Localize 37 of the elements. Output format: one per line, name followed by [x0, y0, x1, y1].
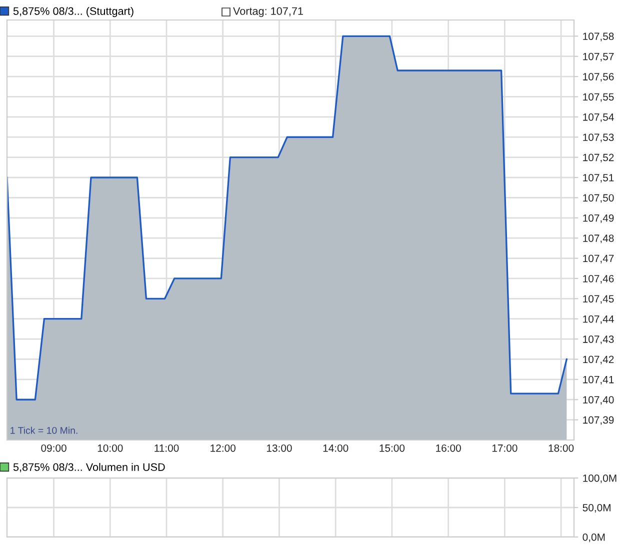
y-tick-label: 50,0M: [582, 504, 610, 513]
y-tick-label: 107,58: [583, 32, 614, 42]
y-tick-label: 107,43: [583, 336, 614, 344]
y-tick-label: 107,44: [583, 315, 614, 324]
y-tick-label: 107,39: [583, 416, 614, 425]
x-tick-label: 15:00: [380, 444, 405, 452]
x-tick-label: 13:00: [266, 444, 292, 452]
text: Vortag: 107,71: [233, 7, 303, 18]
y-tick-label: 107,55: [583, 93, 614, 102]
x-tick-label: 18:00: [548, 444, 574, 452]
x-tick-label: 10:00: [98, 444, 123, 452]
annotation: 1 Tick = 10 Min.: [10, 426, 78, 434]
x-tick-label: 17:00: [492, 444, 518, 452]
x-tick-label: 14:00: [323, 444, 348, 452]
y-tick-label: 107,40: [583, 396, 614, 405]
y-tick-label: 0,0M: [582, 534, 605, 542]
x-tick-label: 11:00: [154, 444, 179, 452]
y-tick-label: 107,53: [583, 134, 614, 142]
y-tick-label: 107,57: [583, 52, 614, 62]
x-tick-label: 16:00: [436, 444, 461, 452]
y-tick-label: 107,56: [583, 73, 614, 82]
y-tick-label: 107,52: [583, 154, 614, 162]
y-tick-label: 107,49: [583, 214, 614, 223]
y-tick-label: 107,51: [583, 174, 614, 183]
legend-label: 5,875% 08/3... Volumen in USD: [13, 462, 165, 472]
y-tick-label: 107,50: [583, 194, 614, 203]
x-tick-label: 09:00: [41, 444, 66, 452]
legend-label: 5,875% 08/3... (Stuttgart): [13, 6, 134, 18]
y-tick-label: 100,0M: [583, 474, 616, 484]
y-tick-label: 107,48: [583, 234, 614, 244]
y-tick-label: 107,46: [583, 274, 614, 284]
x-tick-label: 12:00: [210, 444, 236, 452]
y-tick-label: 107,41: [583, 376, 614, 385]
y-tick-label: 107,42: [583, 356, 614, 364]
y-tick-label: 107,45: [583, 295, 614, 304]
y-tick-label: 107,54: [583, 113, 614, 122]
y-tick-label: 107,47: [583, 254, 614, 264]
